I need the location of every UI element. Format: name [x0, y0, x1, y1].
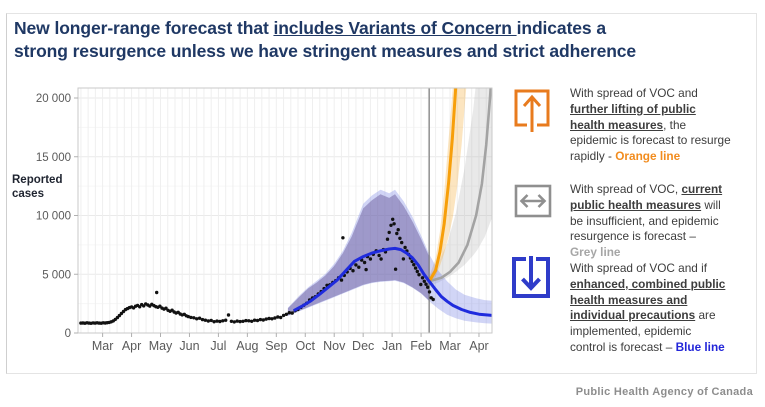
x-tick-label: Mar	[439, 339, 461, 353]
text-segment: Orange line	[615, 149, 681, 164]
text-segment: rapidly -	[570, 149, 616, 164]
left-right-arrow-icon	[514, 184, 552, 218]
orange-scenario-line	[427, 88, 458, 283]
x-tick-label: Mar	[92, 339, 114, 353]
attribution: Public Health Agency of Canada	[575, 386, 753, 398]
annotation-orange-scenario: With spread of VOC and further lifting of…	[570, 86, 765, 165]
x-tick-label: Nov	[323, 339, 346, 353]
text-segment: enhanced, combined public	[570, 276, 726, 291]
x-tick-label: Sep	[265, 339, 287, 353]
text-segment: implemented, epidemic	[570, 324, 692, 339]
x-tick-label: Aug	[236, 339, 258, 353]
plot-border	[77, 87, 493, 334]
x-tick-label: Oct	[296, 339, 316, 353]
text-segment: New longer-range forecast that	[14, 18, 274, 38]
annotation-grey-scenario: With spread of VOC, current public health…	[570, 182, 765, 261]
plot-area	[78, 88, 492, 333]
text-segment: indicates a	[516, 18, 606, 38]
text-segment: With spread of VOC and	[570, 86, 698, 100]
axes: 0 5 000 10 000 15 000 20 000 Mar Apr May Jun Jul A…	[36, 93, 489, 353]
down-arrow-icon	[512, 256, 550, 298]
text-segment: further lifting of public	[570, 101, 696, 116]
y-tick-label: 15 000	[36, 152, 71, 164]
text-segment: health measures and	[570, 292, 688, 307]
x-tick-label: Feb	[410, 339, 432, 353]
text-segment: With spread of VOC,	[570, 182, 682, 196]
text-segment: are	[695, 308, 716, 323]
page-title: New longer-range forecast that includes …	[14, 17, 752, 63]
x-tick-label: Dec	[352, 339, 374, 353]
grey-scenario-band	[429, 88, 492, 286]
x-tick-label: May	[149, 339, 173, 353]
text-segment: control is forecast –	[570, 339, 676, 354]
text-segment: current	[681, 182, 723, 196]
x-tick-label: Jan	[382, 339, 402, 353]
text-segment: public health measures	[570, 197, 702, 212]
gridlines	[78, 88, 492, 333]
annotation-blue-scenario: With spread of VOC and if enhanced, combi…	[570, 261, 765, 356]
text-segment: strong resurgence unless we have stringe…	[14, 41, 637, 62]
y-tick-label: 0	[65, 328, 71, 340]
text-segment: , the	[663, 117, 687, 132]
text-segment: be insufficient, and epidemic	[570, 213, 719, 228]
text-segment: resurgence is forecast –	[570, 229, 696, 244]
y-tick-label: 5 000	[42, 269, 71, 281]
text-segment: individual precautions	[570, 308, 696, 323]
text-segment: With spread of VOC and if	[570, 261, 708, 275]
x-tick-label: Apr	[122, 339, 141, 353]
blue-scenario-line	[292, 246, 492, 317]
text-segment: will	[701, 197, 721, 212]
text-segment: epidemic is forecast to resurge	[570, 133, 731, 148]
text-segment: health measures	[570, 117, 664, 132]
x-tick-label: Jul	[210, 339, 226, 353]
y-axis-title: Reported cases	[12, 174, 63, 201]
up-arrow-icon	[514, 89, 550, 132]
y-tick-label: 20 000	[36, 93, 71, 105]
grey-scenario-line	[428, 88, 492, 283]
x-tick-label: Apr	[469, 339, 488, 353]
text-segment: Grey line	[570, 245, 621, 260]
y-tick-label: 10 000	[36, 211, 71, 223]
text-segment: includes Variants of Concern	[273, 18, 517, 38]
x-tick-label: Jun	[179, 339, 199, 353]
text-segment: Blue line	[675, 339, 725, 354]
